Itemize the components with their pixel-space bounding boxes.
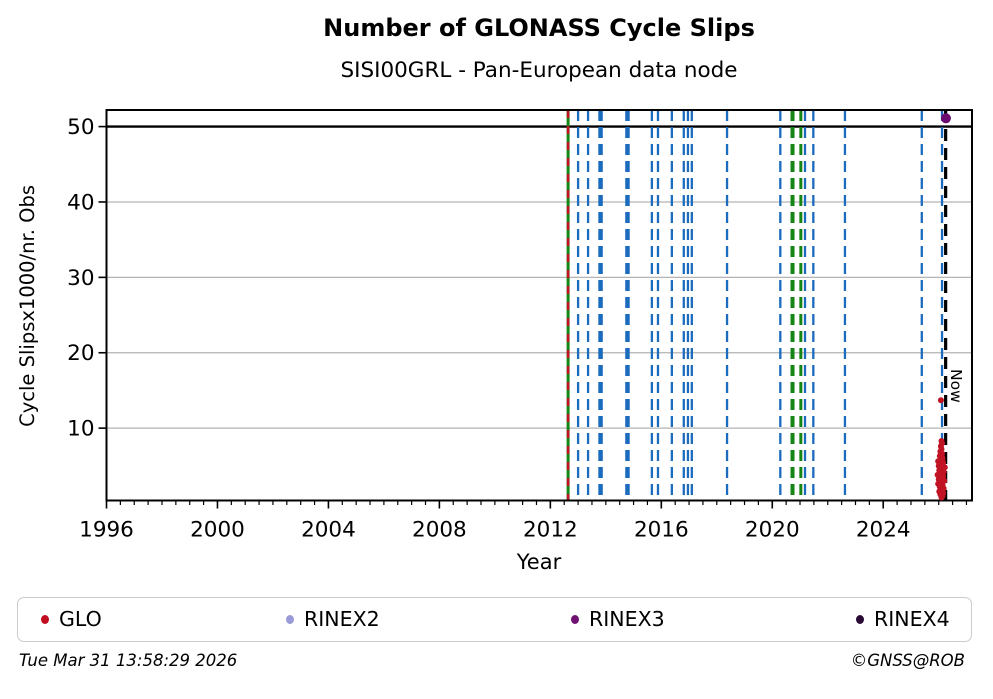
rinex4-marker-icon [856,614,864,624]
x-tick-label: 2008 [412,518,467,543]
legend-label: GLO [59,607,102,631]
y-axis-label-wrap: Cycle Slipsx1000/nr. Obs [12,110,42,501]
x-tick-label: 2004 [301,518,356,543]
y-tick-label: 20 [67,341,94,366]
legend-item-rinex2: RINEX2 [286,598,380,640]
now-label: Now [947,369,965,403]
x-tick-label: 2020 [745,518,800,543]
glo-point [937,397,944,404]
legend-item-rinex4: RINEX4 [856,598,950,640]
y-tick-label: 40 [67,190,94,215]
legend-label: RINEX2 [304,607,380,631]
chart-title: Number of GLONASS Cycle Slips [323,14,755,42]
chart-canvas: 1996 2000 2004 2008 2012 2016 2020 2024 10 20 30 40… [67,109,973,543]
glo-point [938,437,945,444]
x-axis-label: Year [516,550,562,574]
x-tick-label: 2024 [856,518,911,543]
x-tick-label: 2016 [634,518,689,543]
legend-label: RINEX4 [874,607,950,631]
rinex3-point [940,113,951,124]
x-tick-label: 1996 [79,518,134,543]
legend-item-rinex3: RINEX3 [571,598,665,640]
y-tick-label: 10 [67,417,94,442]
plot-border [105,109,973,502]
y-tick-label: 30 [67,266,94,291]
legend-item-glo: GLO [41,598,102,640]
x-tick-label: 2000 [190,518,245,543]
glo-marker-icon [41,614,49,624]
rinex3-marker-icon [571,614,579,624]
chart-subtitle: SISI00GRL - Pan-European data node [340,58,738,83]
legend: GLO RINEX2 RINEX3 RINEX4 [17,597,972,642]
y-axis-label: Cycle Slipsx1000/nr. Obs [15,184,39,427]
rinex2-marker-icon [286,614,294,624]
legend-label: RINEX3 [589,607,665,631]
timestamp: Tue Mar 31 13:58:29 2026 [19,651,238,670]
copyright: ©GNSS@ROB [850,651,965,670]
x-tick-label: 2012 [523,518,578,543]
y-tick-label: 50 [67,115,94,140]
